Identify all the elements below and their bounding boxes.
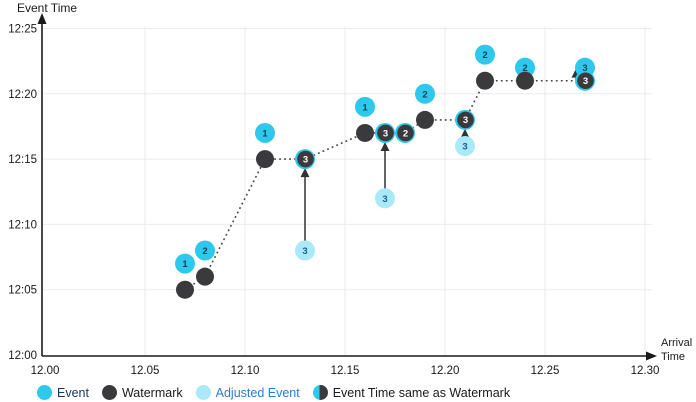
- y-tick-label: 12:00: [8, 350, 37, 362]
- y-tick-label: 12:05: [8, 285, 37, 297]
- event-number: 2: [522, 63, 527, 74]
- watermark-number: 3: [383, 128, 388, 139]
- watermark-point: [457, 111, 474, 129]
- y-tick-label: 12:25: [8, 24, 37, 36]
- legend-label-adjusted-event: Adjusted Event: [215, 385, 300, 400]
- watermark-point: [416, 110, 434, 129]
- x-tick-label: 12.00: [31, 365, 60, 377]
- adjusted-event-point: [295, 240, 315, 261]
- event-point: [475, 44, 495, 65]
- x-tick-label: 12.20: [431, 365, 460, 377]
- y-tick-label: 12:20: [8, 89, 37, 101]
- legend-label-event: Event: [57, 385, 89, 400]
- adjusted-event-number: 3: [462, 142, 467, 153]
- watermark-point: [577, 72, 594, 90]
- adjustment-arrow-head-icon: [460, 128, 470, 138]
- adjusted-event-number: 3: [302, 246, 307, 257]
- x-tick-label: 12.30: [631, 365, 660, 377]
- adjusted-event-legend-icon: [195, 385, 211, 400]
- adjusted-event-number: 3: [382, 194, 387, 205]
- event-number: 1: [182, 259, 188, 270]
- event-number: 1: [362, 102, 368, 113]
- event-number: 2: [422, 89, 427, 100]
- x-tick-label: 12.25: [531, 365, 560, 377]
- event-legend-icon: [37, 385, 52, 400]
- adjustment-arrow-head-icon: [300, 168, 310, 178]
- y-tick-label: 12:15: [8, 154, 37, 166]
- watermark-number: 3: [303, 154, 308, 165]
- watermark-point: [297, 150, 314, 168]
- event-point: [515, 57, 535, 78]
- watermark-number: 3: [583, 76, 588, 87]
- event-point: [255, 122, 275, 143]
- event-point: [195, 240, 215, 261]
- event-point: [175, 253, 195, 274]
- y-axis-arrow-icon: [37, 13, 47, 24]
- adjustment-arrow-head-icon: [380, 141, 390, 151]
- watermark-point: [377, 124, 394, 142]
- event-point: [355, 96, 375, 117]
- x-axis-title-line1: Arrival: [661, 337, 693, 349]
- watermark-number: 2: [403, 128, 408, 139]
- watermark-point: [356, 123, 374, 142]
- x-axis-title: Arrival Time: [661, 336, 692, 364]
- y-tick-label: 12:10: [8, 219, 37, 231]
- watermark-point: [256, 150, 274, 169]
- adjusted-event-point: [375, 188, 395, 209]
- adjusted-event-point: [455, 136, 475, 157]
- event-point: [415, 83, 435, 104]
- watermark-point: [476, 71, 494, 90]
- watermark-legend-icon: [101, 385, 117, 400]
- watermark-point: [176, 280, 194, 299]
- legend-item-adjusted-event: Adjusted Event: [195, 385, 300, 400]
- watermark-point: [516, 71, 534, 90]
- legend: Event Watermark Adjusted Event Event Tim…: [37, 385, 510, 400]
- y-axis-title: Event Time: [17, 1, 78, 15]
- watermark-number: 3: [463, 115, 468, 126]
- legend-item-watermark: Watermark: [101, 385, 183, 400]
- x-axis-title-line2: Time: [661, 351, 686, 363]
- x-axis-arrow-icon: [646, 351, 657, 361]
- event-number: 1: [262, 128, 268, 139]
- legend-item-event: Event: [37, 385, 89, 400]
- same-as-watermark-legend-icon: [312, 385, 328, 400]
- x-tick-label: 12.10: [231, 365, 260, 377]
- event-number: 3: [582, 63, 587, 74]
- legend-item-same-as-watermark: Event Time same as Watermark: [312, 385, 511, 400]
- event-number: 2: [482, 50, 487, 61]
- x-tick-label: 12.05: [131, 365, 160, 377]
- watermark-point: [397, 124, 414, 142]
- watermark-point: [196, 267, 214, 286]
- x-tick-label: 12.15: [331, 365, 360, 377]
- legend-label-same-as-watermark: Event Time same as Watermark: [332, 385, 511, 400]
- event-number: 2: [202, 246, 207, 257]
- legend-label-watermark: Watermark: [121, 385, 183, 400]
